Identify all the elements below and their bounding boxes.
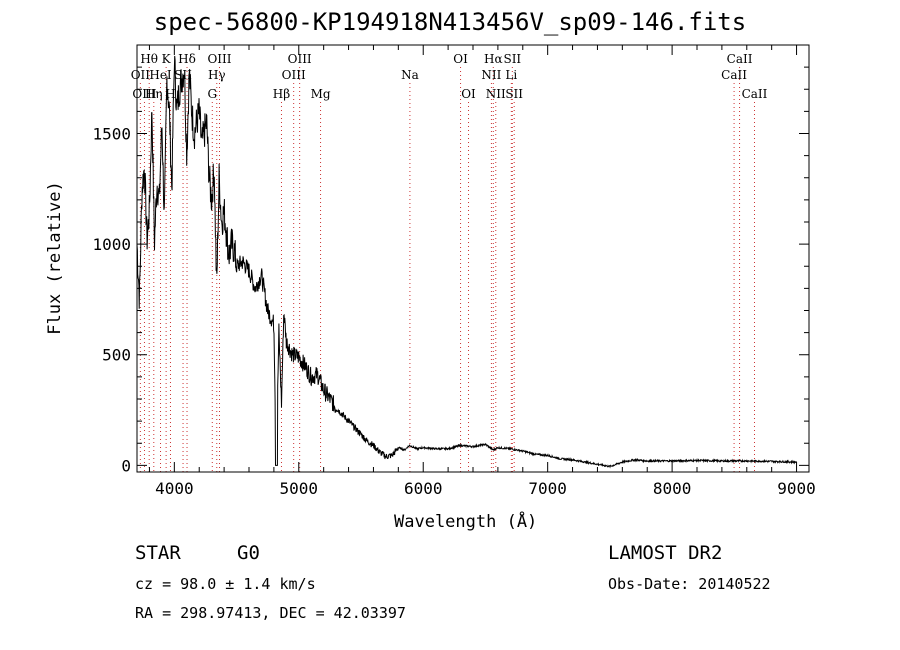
y-tick-label: 1000 <box>92 235 131 254</box>
sky-coordinates: RA = 298.97413, DEC = 42.03397 <box>135 604 406 622</box>
y-tick-label: 500 <box>102 346 131 365</box>
x-tick-label: 8000 <box>653 479 692 498</box>
marker-label: Hγ <box>208 68 226 82</box>
marker-label: OIII <box>282 68 306 82</box>
object-class: STAR <box>135 542 181 564</box>
y-tick-label: 0 <box>121 456 131 475</box>
marker-label: Hδ <box>178 52 196 66</box>
survey-name: LAMOST DR2 <box>608 542 723 564</box>
marker-label: CaII <box>721 68 747 82</box>
marker-label: OI <box>461 87 476 101</box>
marker-label: OI <box>453 52 468 66</box>
y-axis-label: Flux (relative) <box>45 181 65 335</box>
marker-label: K <box>162 52 172 66</box>
marker-label: NII <box>481 68 501 82</box>
marker-label: Hα <box>484 52 503 66</box>
spectrum-series <box>136 55 797 469</box>
marker-label: Hβ <box>273 87 290 101</box>
marker-label: CaII <box>727 52 753 66</box>
marker-label: OIII <box>288 52 312 66</box>
plot-frame <box>136 44 810 473</box>
x-tick-label: 9000 <box>777 479 816 498</box>
marker-label: SII <box>505 87 523 101</box>
spectrum-line <box>136 55 797 469</box>
marker-label: H <box>165 87 175 101</box>
marker-label: SII <box>503 52 521 66</box>
marker-label: Hη <box>145 87 163 101</box>
x-tick-label: 4000 <box>155 479 194 498</box>
marker-label: CaII <box>742 87 768 101</box>
x-tick-label: 6000 <box>404 479 443 498</box>
line-marker-guides <box>139 67 755 472</box>
x-tick-label: 7000 <box>528 479 567 498</box>
marker-label: Na <box>401 68 419 82</box>
plot-axes: 4000 5000 6000 7000 8000 9000 0 500 1000 1500 <box>92 44 816 498</box>
x-tick-label: 5000 <box>280 479 319 498</box>
marker-label: Li <box>505 68 517 82</box>
marker-label: HeI <box>149 68 172 82</box>
marker-label: Mg <box>311 87 331 101</box>
marker-label: Hθ <box>140 52 158 66</box>
marker-label: OIII <box>132 87 156 101</box>
marker-label: OIII <box>207 52 231 66</box>
marker-label: SII <box>174 68 192 82</box>
object-subclass: G0 <box>237 542 260 564</box>
marker-label: NII <box>486 87 506 101</box>
observation-date: Obs-Date: 20140522 <box>608 575 771 593</box>
y-tick-label: 1500 <box>92 124 131 143</box>
marker-label: G <box>207 87 217 101</box>
marker-label: OII <box>131 68 151 82</box>
x-axis-label: Wavelength (Å) <box>394 512 538 532</box>
redshift-velocity: cz = 98.0 ± 1.4 km/s <box>135 575 316 593</box>
plot-title: spec-56800-KP194918N413456V_sp09-146.fit… <box>153 8 747 36</box>
